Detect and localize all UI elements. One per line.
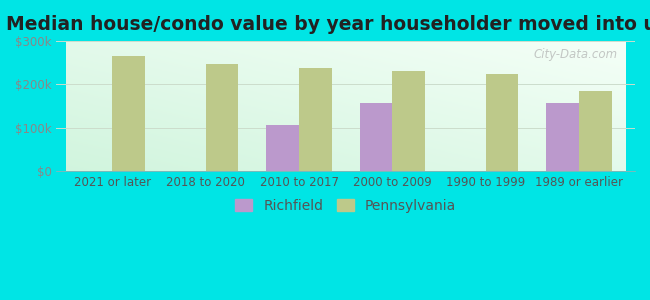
Legend: Richfield, Pennsylvania: Richfield, Pennsylvania (230, 194, 462, 218)
Bar (206, 64, 239, 171)
Bar (486, 74, 518, 171)
Bar (299, 68, 332, 171)
Bar (112, 56, 145, 171)
Bar (579, 91, 612, 171)
Bar (359, 103, 393, 171)
Bar (266, 124, 299, 171)
Text: City-Data.com: City-Data.com (534, 48, 618, 61)
Bar (393, 70, 425, 171)
Title: Median house/condo value by year householder moved into unit: Median house/condo value by year househo… (6, 15, 650, 34)
Bar (547, 103, 579, 171)
